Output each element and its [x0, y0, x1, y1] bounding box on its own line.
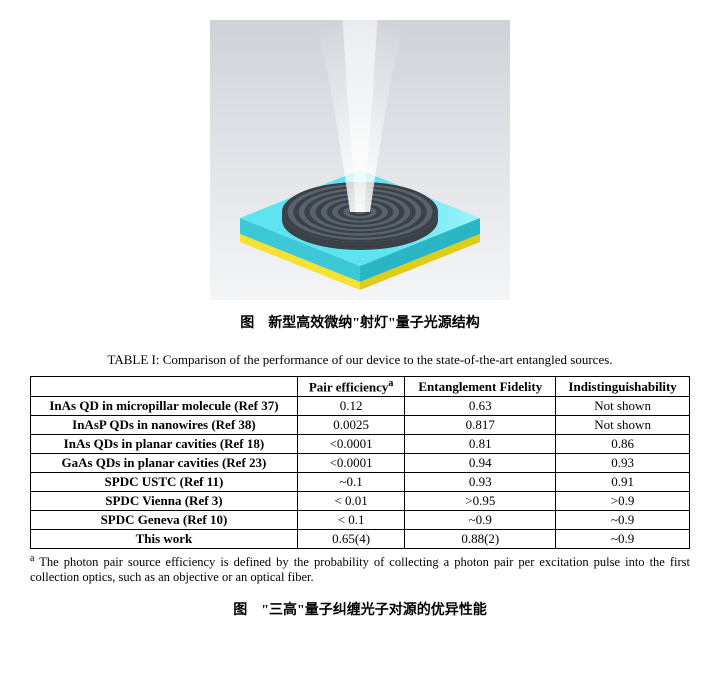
- table-header-pair-efficiency: Pair efficiencya: [297, 377, 404, 397]
- cell-entanglement-fidelity: >0.95: [405, 492, 556, 511]
- cell-entanglement-fidelity: 0.81: [405, 435, 556, 454]
- row-label: SPDC USTC (Ref 11): [31, 473, 298, 492]
- cell-entanglement-fidelity: 0.88(2): [405, 530, 556, 549]
- device-render: [210, 20, 510, 300]
- cell-pair-efficiency: <0.0001: [297, 454, 404, 473]
- table-row: InAsP QDs in nanowires (Ref 38)0.00250.8…: [31, 416, 690, 435]
- cell-indistinguishability: 0.93: [556, 454, 690, 473]
- table-row: SPDC USTC (Ref 11)~0.10.930.91: [31, 473, 690, 492]
- row-label: InAsP QDs in nanowires (Ref 38): [31, 416, 298, 435]
- cell-pair-efficiency: ~0.1: [297, 473, 404, 492]
- cell-pair-efficiency: <0.0001: [297, 435, 404, 454]
- cell-indistinguishability: Not shown: [556, 416, 690, 435]
- cell-pair-efficiency: 0.65(4): [297, 530, 404, 549]
- row-label: GaAs QDs in planar cavities (Ref 23): [31, 454, 298, 473]
- table-header-blank: [31, 377, 298, 397]
- comparison-table: Pair efficiencya Entanglement Fidelity I…: [30, 376, 690, 549]
- table-1-title: TABLE I: Comparison of the performance o…: [20, 352, 700, 368]
- row-label: InAs QDs in planar cavities (Ref 18): [31, 435, 298, 454]
- figure-2-caption: 图 "三高"量子纠缠光子对源的优异性能: [20, 599, 700, 619]
- cell-pair-efficiency: 0.12: [297, 397, 404, 416]
- row-label: InAs QD in micropillar molecule (Ref 37): [31, 397, 298, 416]
- table-header-entanglement-fidelity: Entanglement Fidelity: [405, 377, 556, 397]
- cell-indistinguishability: Not shown: [556, 397, 690, 416]
- cell-indistinguishability: 0.86: [556, 435, 690, 454]
- figure-2: 图 "三高"量子纠缠光子对源的优异性能: [20, 599, 700, 619]
- table-1-footnote: a The photon pair source efficiency is d…: [30, 553, 690, 585]
- figure-1-caption: 图 新型高效微纳"射灯"量子光源结构: [20, 312, 700, 332]
- cell-pair-efficiency: 0.0025: [297, 416, 404, 435]
- cell-entanglement-fidelity: 0.94: [405, 454, 556, 473]
- cell-indistinguishability: 0.91: [556, 473, 690, 492]
- table-row: SPDC Vienna (Ref 3)< 0.01>0.95>0.9: [31, 492, 690, 511]
- table-row: SPDC Geneva (Ref 10)< 0.1~0.9~0.9: [31, 511, 690, 530]
- cell-entanglement-fidelity: 0.93: [405, 473, 556, 492]
- cell-pair-efficiency: < 0.1: [297, 511, 404, 530]
- table-row: GaAs QDs in planar cavities (Ref 23)<0.0…: [31, 454, 690, 473]
- cell-indistinguishability: ~0.9: [556, 511, 690, 530]
- table-row: InAs QDs in planar cavities (Ref 18)<0.0…: [31, 435, 690, 454]
- cell-entanglement-fidelity: 0.63: [405, 397, 556, 416]
- cell-indistinguishability: >0.9: [556, 492, 690, 511]
- cell-entanglement-fidelity: ~0.9: [405, 511, 556, 530]
- table-row: InAs QD in micropillar molecule (Ref 37)…: [31, 397, 690, 416]
- cell-indistinguishability: ~0.9: [556, 530, 690, 549]
- row-label: This work: [31, 530, 298, 549]
- row-label: SPDC Vienna (Ref 3): [31, 492, 298, 511]
- row-label: SPDC Geneva (Ref 10): [31, 511, 298, 530]
- cell-entanglement-fidelity: 0.817: [405, 416, 556, 435]
- table-row: This work0.65(4)0.88(2)~0.9: [31, 530, 690, 549]
- cell-pair-efficiency: < 0.01: [297, 492, 404, 511]
- figure-1: 图 新型高效微纳"射灯"量子光源结构: [20, 20, 700, 332]
- table-header-indistinguishability: Indistinguishability: [556, 377, 690, 397]
